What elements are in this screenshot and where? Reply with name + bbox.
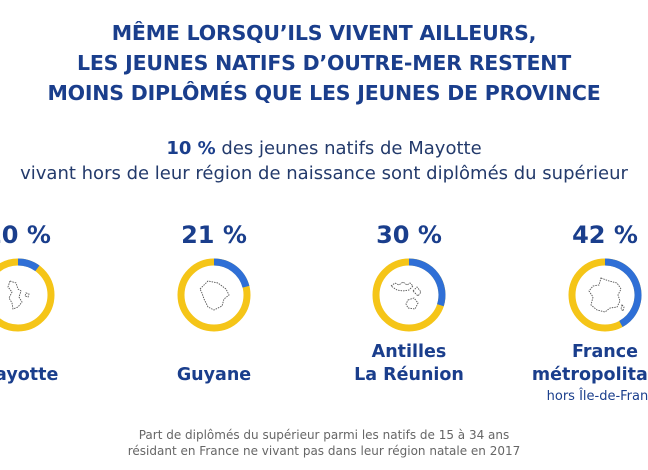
value-label: 10 % bbox=[0, 221, 51, 249]
title-line: LES JEUNES NATIFS D’OUTRE-MER RESTENT bbox=[76, 51, 572, 75]
subtitle-text: des jeunes natifs de Mayotte bbox=[215, 138, 482, 159]
chart-title: MÊME LORSQU’ILS VIVENT AILLEURS, LES JEU… bbox=[0, 18, 648, 108]
donut-1 bbox=[0, 258, 55, 332]
source-note-line: résidant en France ne vivant pas dans le… bbox=[127, 444, 521, 458]
france-map-icon bbox=[588, 277, 625, 313]
subtitle-line-2: vivant hors de leur région de naissance … bbox=[20, 163, 628, 184]
donut-4 bbox=[568, 258, 642, 332]
map-outline bbox=[199, 280, 230, 311]
subtitle-line: 10 % des jeunes natifs de Mayotte bbox=[0, 138, 648, 159]
title-line: MOINS DIPLÔMÉS QUE LES JEUNES DE PROVINC… bbox=[47, 81, 601, 105]
map-outline bbox=[588, 277, 625, 313]
category-label: Guyane bbox=[176, 365, 252, 385]
donut-filled-arc bbox=[213, 258, 250, 288]
value-label: 42 % bbox=[572, 221, 638, 249]
category-label: France bbox=[572, 342, 638, 362]
donut-filled-arc bbox=[17, 258, 40, 272]
value-label: 30 % bbox=[376, 221, 442, 249]
category-sublabel: hors Île-de-France bbox=[546, 389, 648, 404]
map-outline bbox=[412, 286, 422, 297]
category-label: Mayotte bbox=[0, 365, 59, 385]
map-outline bbox=[390, 281, 414, 292]
donut-2 bbox=[177, 258, 251, 332]
guyane-map-icon bbox=[199, 280, 230, 311]
category-label: La Réunion bbox=[354, 365, 464, 385]
donut-filled-arc bbox=[604, 258, 642, 327]
mayotte-map-icon bbox=[7, 280, 30, 310]
donut-filled-arc bbox=[408, 258, 446, 307]
category-label: Antilles bbox=[371, 342, 447, 362]
title-line: MÊME LORSQU’ILS VIVENT AILLEURS, bbox=[111, 21, 537, 45]
subtitle-highlight: 10 % bbox=[166, 138, 216, 159]
value-label: 21 % bbox=[181, 221, 247, 249]
antilles-reunion-map-icon bbox=[390, 281, 422, 310]
donut-3 bbox=[372, 258, 446, 332]
map-outline bbox=[7, 280, 30, 310]
source-note-line: Part de diplômés du supérieur parmi les … bbox=[138, 428, 510, 442]
category-label: métropolitaine bbox=[531, 365, 648, 385]
map-outline bbox=[405, 297, 419, 310]
